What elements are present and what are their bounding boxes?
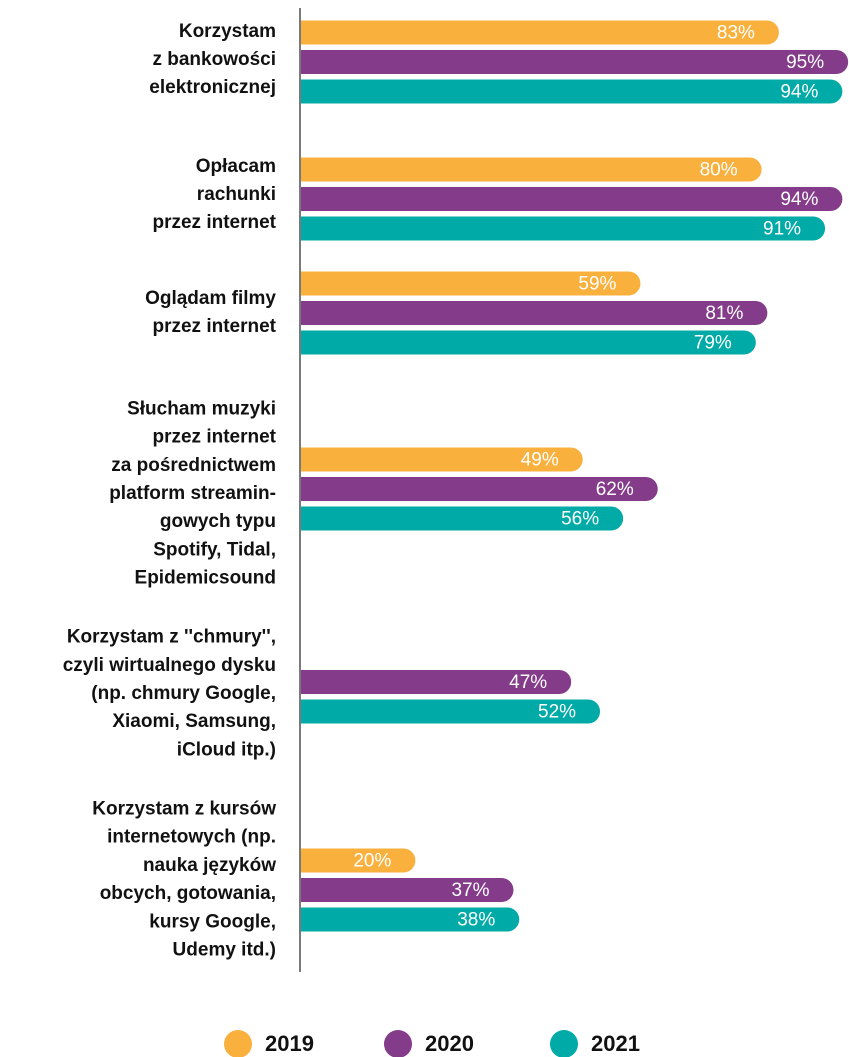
value-label: 20% (353, 851, 391, 872)
legend-label: 2020 (425, 1031, 474, 1056)
bar (301, 301, 768, 325)
category-label: Xiaomi, Samsung, (112, 711, 276, 732)
category-label: Korzystam (179, 21, 276, 42)
category-label: elektronicznej (149, 77, 276, 98)
value-label: 91% (763, 219, 801, 240)
value-label: 59% (578, 274, 616, 295)
category-label: obcych, gotowania, (100, 883, 276, 904)
category-label: internetowych (np. (107, 827, 276, 848)
category-label: Epidemicsound (135, 568, 276, 589)
value-label: 94% (780, 82, 818, 103)
bar (301, 50, 849, 74)
category-label: Opłacam (196, 156, 276, 177)
bar (301, 477, 658, 501)
bar (301, 878, 514, 902)
legend-swatch (550, 1030, 578, 1057)
category-label: przez internet (152, 427, 276, 448)
legend-label: 2019 (265, 1031, 314, 1056)
category-label: Oglądam filmy (145, 288, 276, 309)
bar (301, 848, 416, 873)
category-label: z bankowości (152, 49, 276, 70)
bar (301, 157, 762, 182)
bar (301, 79, 843, 104)
category-label: gowych typu (160, 511, 276, 532)
category-label: Korzystam z kursów (92, 799, 276, 820)
bar (301, 216, 826, 241)
value-label: 80% (700, 160, 738, 181)
bar (301, 271, 641, 296)
category-label: Korzystam z ''chmury'', (67, 627, 276, 648)
bar (301, 330, 756, 355)
value-label: 94% (780, 189, 818, 210)
bar (301, 907, 520, 932)
category-label: iCloud itp.) (177, 739, 276, 760)
value-label: 49% (521, 450, 559, 471)
category-label: przez internet (152, 316, 276, 337)
category-label: kursy Google, (149, 911, 276, 932)
bar (301, 447, 583, 472)
value-label: 79% (694, 333, 732, 354)
value-label: 83% (717, 23, 755, 44)
value-label: 38% (457, 910, 495, 931)
bar (301, 506, 624, 531)
category-label: przez internet (152, 212, 276, 233)
category-label: czyli wirtualnego dysku (63, 655, 276, 676)
bar (301, 20, 779, 45)
bar (301, 187, 843, 211)
category-label: Spotify, Tidal, (153, 539, 276, 560)
bar (301, 699, 601, 724)
value-label: 95% (786, 52, 824, 73)
value-label: 37% (451, 880, 489, 901)
category-label: (np. chmury Google, (91, 683, 276, 704)
legend-swatch (384, 1030, 412, 1057)
value-label: 52% (538, 702, 576, 723)
value-label: 47% (509, 672, 547, 693)
category-label: za pośrednictwem (111, 455, 276, 476)
value-label: 56% (561, 509, 599, 530)
category-label: Udemy itd.) (173, 940, 276, 961)
category-label: Słucham muzyki (127, 398, 276, 419)
legend-label: 2021 (591, 1031, 640, 1056)
bar (301, 670, 572, 694)
category-label: nauka języków (143, 855, 276, 876)
legend-swatch (224, 1030, 252, 1057)
category-label: rachunki (197, 184, 276, 205)
value-label: 81% (705, 303, 743, 324)
value-label: 62% (596, 479, 634, 500)
category-label: platform streamin- (109, 483, 276, 504)
